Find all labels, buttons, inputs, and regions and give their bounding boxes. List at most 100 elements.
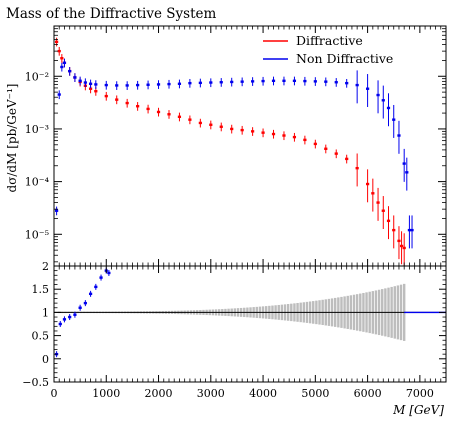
data-point (282, 79, 286, 82)
data-point (381, 99, 385, 102)
x-tick-label: 4000 (249, 387, 277, 400)
data-point (282, 134, 286, 137)
ratio-point (78, 306, 82, 309)
ratio-point (107, 271, 111, 275)
ratio-y-tick-label: −0.5 (22, 376, 49, 389)
data-point (62, 61, 67, 65)
data-point (397, 134, 401, 137)
data-point (209, 81, 213, 84)
data-point (334, 152, 338, 155)
ratio-point (99, 276, 103, 279)
data-point (407, 228, 412, 232)
ratio-y-tick-label: 0.5 (32, 330, 50, 343)
series-non-diffractive (55, 58, 414, 249)
data-point (68, 69, 72, 73)
data-point (188, 81, 192, 85)
data-point (392, 118, 396, 121)
x-tick-label: 6000 (354, 387, 382, 400)
data-point (94, 83, 98, 86)
data-point (125, 101, 129, 105)
data-point (198, 121, 202, 125)
ratio-point (68, 315, 72, 319)
y-tick-label: 10⁻³ (25, 123, 49, 136)
x-tick-label: 2000 (145, 387, 173, 400)
ratio-y-tick-label: 2 (42, 260, 49, 273)
data-point (219, 125, 223, 128)
data-point (386, 219, 391, 223)
data-point (177, 82, 182, 85)
data-point (136, 83, 140, 87)
axes: 0 1000 2000 3000 4000 5000 6000 7000 10⁻⁵ 10⁻⁴ 10⁻… (22, 25, 446, 400)
data-point (324, 80, 328, 83)
x-tick-label: 5000 (301, 387, 329, 400)
data-point (88, 82, 93, 85)
ratio-points (55, 267, 111, 358)
data-point (156, 110, 161, 114)
data-point (271, 132, 276, 136)
ratio-point (88, 292, 93, 296)
data-point (104, 94, 108, 98)
data-point (303, 138, 307, 142)
data-point (60, 65, 64, 69)
ratio-y-tick-label: 1 (42, 306, 49, 319)
data-point (376, 93, 380, 97)
ratio-y-tick-label: 1.5 (32, 283, 50, 296)
data-point (83, 81, 87, 84)
data-point (292, 135, 297, 139)
data-point (402, 246, 406, 250)
data-point (230, 80, 234, 84)
data-point (376, 201, 380, 204)
data-point (261, 131, 265, 134)
data-point (410, 228, 414, 232)
data-point (55, 40, 59, 44)
ratio-point (73, 313, 77, 316)
data-point (146, 107, 150, 111)
data-point (230, 127, 234, 131)
data-point (355, 166, 359, 170)
data-point (251, 130, 255, 133)
data-point (73, 76, 77, 79)
x-tick-label: 1000 (92, 387, 120, 400)
y-tick-label: 10⁻⁵ (25, 228, 49, 241)
data-point (188, 118, 192, 121)
data-point (371, 192, 375, 195)
x-tick-label: 7000 (406, 387, 434, 400)
ratio-plot-frame (53, 265, 447, 383)
data-point (313, 142, 317, 146)
chart-title: Mass of the Diffractive System (6, 6, 216, 22)
data-point (88, 87, 93, 90)
data-point (55, 209, 59, 212)
y-tick-label: 10⁻⁴ (25, 176, 50, 189)
ratio-y-tick-label: 0 (42, 353, 49, 366)
data-point (381, 209, 385, 212)
ratio-point (94, 285, 98, 289)
ratio-point (58, 322, 62, 326)
data-point (405, 171, 409, 174)
data-point (60, 57, 64, 60)
data-point (78, 79, 82, 82)
data-point (303, 79, 307, 83)
data-point (167, 113, 171, 116)
x-tick-label: 3000 (197, 387, 225, 400)
series-layer (55, 37, 414, 266)
data-point (115, 84, 119, 87)
data-point (292, 79, 297, 82)
data-point (355, 83, 359, 87)
data-point (240, 80, 244, 83)
x-tick-label: 0 (51, 387, 58, 400)
ratio-point (83, 301, 87, 305)
data-point (94, 90, 98, 93)
data-point (115, 98, 119, 101)
data-point (146, 83, 150, 86)
data-point (386, 106, 391, 110)
x-axis-label: M [GeV] (392, 403, 444, 417)
data-point (324, 147, 328, 150)
legend: Diffractive Non Diffractive (263, 33, 393, 66)
data-point (261, 79, 265, 83)
data-point (198, 81, 202, 85)
data-point (402, 162, 406, 165)
data-point (156, 83, 161, 86)
data-point (240, 128, 244, 132)
data-point (104, 83, 108, 87)
data-point (399, 244, 404, 248)
